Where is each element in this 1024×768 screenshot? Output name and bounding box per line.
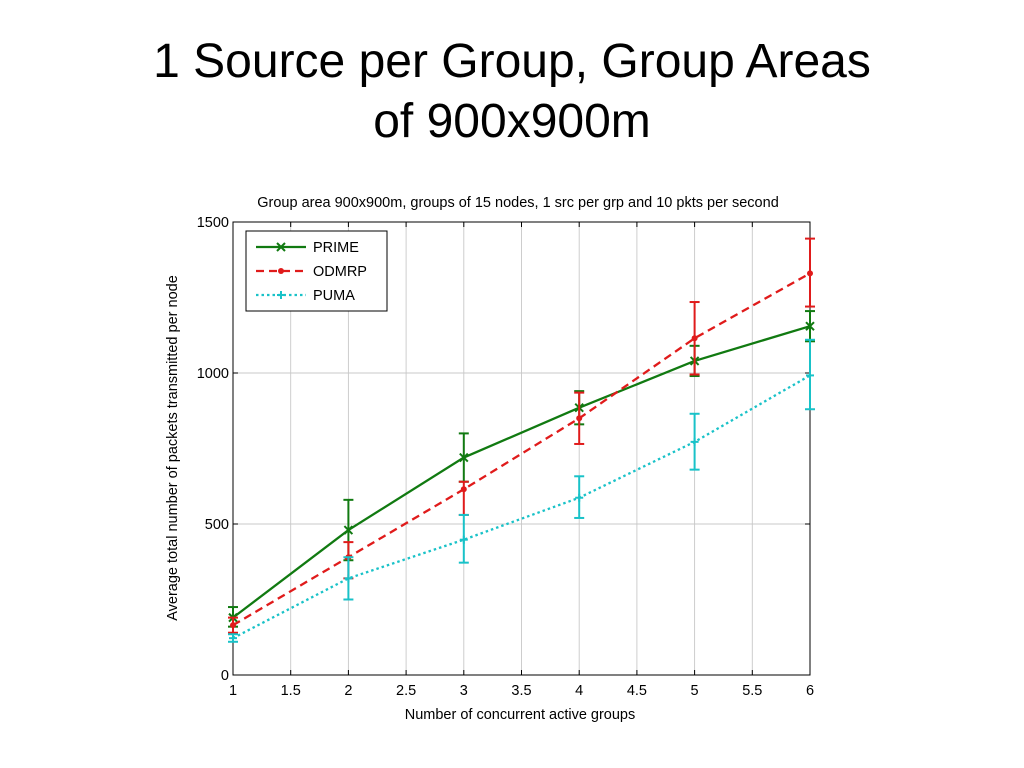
slide-title-line-2: of 900x900m <box>373 95 651 148</box>
axis-ticks: 1 1.5 2 2.5 3 3.5 4 4.5 5 5.5 6 0 500 1000 1500 <box>197 215 814 699</box>
odmrp-point <box>230 622 236 629</box>
puma-point <box>806 371 814 380</box>
odmrp-point <box>807 270 813 277</box>
x-tick-label: 5.5 <box>742 683 762 699</box>
marker-stroke <box>343 525 354 535</box>
y-tick-label: 1500 <box>197 215 229 231</box>
legend-marker <box>277 291 285 299</box>
legend-marker <box>276 242 286 252</box>
puma-point <box>229 634 237 643</box>
y-tick-label: 500 <box>205 517 229 533</box>
chart-title: Group area 900x900m, groups of 15 nodes,… <box>257 195 779 211</box>
marker-stroke <box>276 242 286 252</box>
x-tick-label: 1.5 <box>281 683 301 699</box>
x-tick-label: 6 <box>806 683 814 699</box>
legend-label: PRIME <box>313 240 359 256</box>
legend-label: PUMA <box>313 288 355 304</box>
legend-items: PRIME ODMRP PUMA <box>256 240 367 304</box>
legend-item-prime: PRIME <box>256 240 359 256</box>
marker-stroke <box>459 452 469 463</box>
legend-label: ODMRP <box>313 264 367 280</box>
y-axis-label: Average total number of packets transmit… <box>165 275 181 621</box>
marker-stroke <box>805 321 815 331</box>
slide-title-line-1: 1 Source per Group, Group Areas <box>153 35 871 88</box>
prime-point <box>805 321 815 331</box>
x-tick-label: 4.5 <box>627 683 647 699</box>
series-puma <box>228 338 815 643</box>
x-tick-label: 3 <box>460 683 468 699</box>
x-tick-label: 5 <box>691 683 699 699</box>
puma-point <box>459 535 468 544</box>
legend-item-odmrp: ODMRP <box>256 264 367 280</box>
odmrp-line <box>232 272 811 627</box>
x-tick-label: 2.5 <box>396 683 416 699</box>
odmrp-point <box>460 486 467 493</box>
puma-line <box>232 374 811 640</box>
x-tick-label: 1 <box>229 683 237 699</box>
series-layer <box>228 237 815 643</box>
x-tick-label: 3.5 <box>511 683 531 699</box>
slide-title: 1 Source per Group, Group Areas of 900x9… <box>0 32 1024 152</box>
prime-point <box>343 525 354 535</box>
legend-item-puma: PUMA <box>256 288 355 304</box>
y-tick-label: 0 <box>221 668 229 684</box>
prime-point <box>459 452 469 463</box>
prime-line <box>232 325 811 619</box>
legend: PRIME ODMRP PUMA <box>245 230 388 312</box>
legend-marker <box>278 268 284 274</box>
puma-point <box>344 574 353 583</box>
puma-point <box>690 437 699 446</box>
x-axis-label: Number of concurrent active groups <box>405 707 636 723</box>
odmrp-point <box>576 415 583 422</box>
y-tick-label: 1000 <box>197 366 229 382</box>
odmrp-point <box>691 335 698 342</box>
x-tick-label: 2 <box>344 683 352 699</box>
puma-point <box>575 493 584 502</box>
x-tick-label: 4 <box>575 683 583 699</box>
